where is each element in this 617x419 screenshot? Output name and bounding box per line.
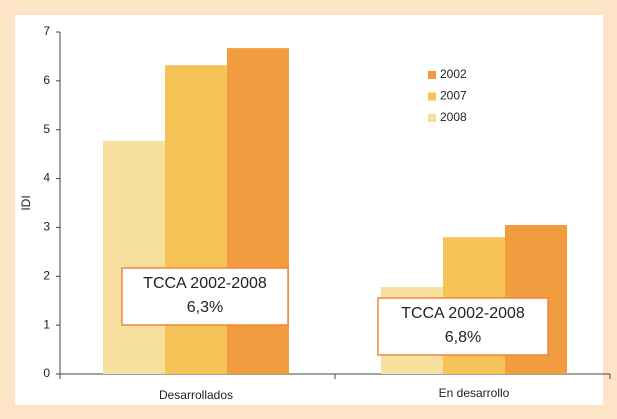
legend-swatch xyxy=(428,71,436,79)
legend-label: 2008 xyxy=(440,110,467,124)
annotation-box xyxy=(121,267,289,326)
y-tick-label: 5 xyxy=(43,122,50,136)
y-tick-label: 7 xyxy=(43,24,50,38)
annotation-text: TCCA 2002-2008 xyxy=(401,305,525,322)
legend-label: 2002 xyxy=(440,67,467,81)
legend-label: 2007 xyxy=(440,89,467,103)
y-tick-label: 0 xyxy=(43,366,50,380)
y-tick-label: 2 xyxy=(43,268,50,282)
y-tick-label: 3 xyxy=(43,220,50,234)
legend-swatch xyxy=(428,92,436,101)
x-tick-label: En desarrollo xyxy=(439,386,510,400)
annotation-box xyxy=(377,297,549,356)
annotation-text: 6,3% xyxy=(187,299,223,316)
y-tick-label: 6 xyxy=(43,73,50,87)
y-tick-label: 1 xyxy=(43,317,50,331)
bar xyxy=(165,65,227,375)
x-tick-label: Desarrollados xyxy=(159,388,233,402)
annotation-text: 6,8% xyxy=(445,329,481,346)
annotation-text: TCCA 2002-2008 xyxy=(143,275,267,292)
bar xyxy=(103,140,165,374)
y-axis-label: IDI xyxy=(19,195,33,210)
legend-swatch xyxy=(428,114,436,122)
y-tick-label: 4 xyxy=(43,171,50,185)
